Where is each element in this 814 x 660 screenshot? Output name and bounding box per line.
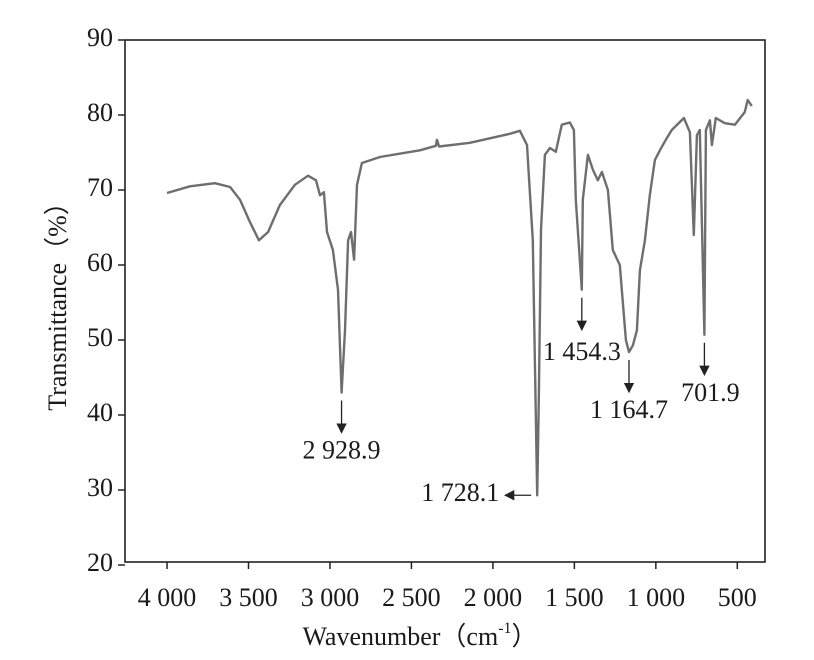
x-axis-label-sup: -1: [498, 620, 511, 637]
annotation: 701.9: [681, 378, 740, 407]
annotation: 1 164.7: [590, 395, 668, 424]
x-tick-label: 2 000: [464, 583, 523, 612]
y-tick-label: 70: [87, 173, 113, 202]
y-axis-label: Transmittance（%）: [43, 189, 72, 410]
annotation: 1 454.3: [543, 337, 621, 366]
y-tick-label: 50: [87, 323, 113, 352]
y-tick-label: 40: [87, 398, 113, 427]
x-axis-label-end: ）: [512, 622, 538, 651]
x-tick-label: 1 000: [627, 583, 686, 612]
x-tick-label: 1 500: [545, 583, 604, 612]
y-tick-label: 60: [87, 248, 113, 277]
x-tick-label: 3 000: [301, 583, 360, 612]
x-tick-label: 4 000: [138, 583, 197, 612]
y-tick-label: 80: [87, 98, 113, 127]
annotation: 1 728.1: [421, 478, 499, 507]
plot-frame: [124, 39, 766, 563]
x-tick-label: 2 500: [382, 583, 441, 612]
y-tick-label: 30: [87, 473, 113, 502]
y-tick-label: 20: [87, 548, 113, 577]
x-tick-label: 3 500: [219, 583, 278, 612]
annotation: 2 928.9: [303, 436, 381, 465]
spectrum-line: [166, 98, 753, 497]
x-axis-label-main: Wavenumber（cm: [302, 622, 498, 651]
x-tick-label: 500: [718, 583, 757, 612]
x-axis-label: Wavenumber（cm-1）: [302, 620, 537, 651]
y-tick-label: 90: [87, 23, 113, 52]
